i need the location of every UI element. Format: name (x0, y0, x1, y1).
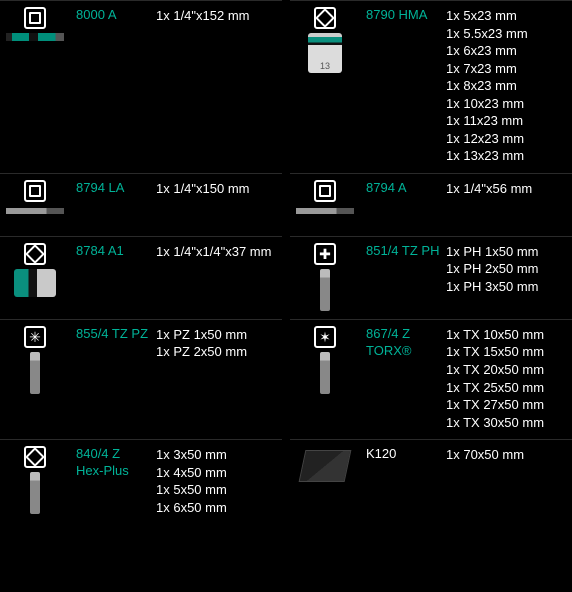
product-thumb (294, 180, 356, 228)
card-icon (299, 450, 352, 482)
product-sizes: 1x 1/4"x150 mm (156, 180, 278, 198)
size-line: 1x 13x23 mm (446, 147, 568, 165)
size-line: 1x 11x23 mm (446, 112, 568, 130)
size-line: 1x PZ 1x50 mm (156, 326, 278, 344)
product-name[interactable]: 851/4 TZ PH (366, 243, 440, 260)
size-line: 1x 5x50 mm (156, 481, 278, 499)
square-drive-icon (314, 180, 336, 202)
product-sizes: 1x 5x23 mm 1x 5.5x23 mm 1x 6x23 mm 1x 7x… (446, 7, 568, 165)
extension-icon (6, 208, 64, 214)
product-thumb (294, 446, 356, 494)
product-name[interactable]: 8784 A1 (76, 243, 150, 260)
product-name[interactable]: 855/4 TZ PZ (76, 326, 150, 343)
phillips-drive-icon: ✚ (314, 243, 336, 265)
product-name[interactable]: 8790 HMA (366, 7, 440, 24)
size-line: 1x 1/4"x56 mm (446, 180, 568, 198)
product-name[interactable]: 840/4 Z Hex-Plus (76, 446, 150, 480)
product-sizes: 1x 70x50 mm (446, 446, 568, 464)
size-line: 1x TX 20x50 mm (446, 361, 568, 379)
socket-label: 13 (320, 61, 330, 71)
size-line: 1x 6x50 mm (156, 499, 278, 517)
product-sizes: 1x PH 1x50 mm 1x PH 2x50 mm 1x PH 3x50 m… (446, 243, 568, 296)
bit-icon (320, 352, 330, 394)
product-row: 8794 A 1x 1/4"x56 mm (290, 173, 572, 236)
product-thumb: ✳ (4, 326, 66, 394)
product-row: 8794 LA 1x 1/4"x150 mm (0, 173, 282, 236)
bit-icon (30, 472, 40, 514)
size-line: 1x TX 25x50 mm (446, 379, 568, 397)
product-sizes: 1x 1/4"x152 mm (156, 7, 278, 25)
pozidriv-drive-icon: ✳ (24, 326, 46, 348)
product-thumb (4, 243, 66, 297)
product-thumb (4, 180, 66, 228)
product-name[interactable]: 8794 A (366, 180, 440, 197)
size-line: 1x 1/4"x1/4"x37 mm (156, 243, 278, 261)
product-row: 8784 A1 1x 1/4"x1/4"x37 mm (0, 236, 282, 319)
size-line: 1x 70x50 mm (446, 446, 568, 464)
size-line: 1x TX 10x50 mm (446, 326, 568, 344)
product-name[interactable]: 8794 LA (76, 180, 150, 197)
size-line: 1x PZ 2x50 mm (156, 343, 278, 361)
product-name[interactable]: 8000 A (76, 7, 150, 24)
product-name[interactable]: 867/4 Z TORX® (366, 326, 440, 360)
product-sizes: 1x 1/4"x1/4"x37 mm (156, 243, 278, 261)
adapter-icon (14, 269, 56, 297)
ratchet-icon (6, 33, 64, 41)
product-thumb: ✶ (294, 326, 356, 394)
extension-icon (296, 208, 354, 214)
product-sizes: 1x TX 10x50 mm 1x TX 15x50 mm 1x TX 20x5… (446, 326, 568, 431)
product-row: ✶ 867/4 Z TORX® 1x TX 10x50 mm 1x TX 15x… (290, 319, 572, 439)
bit-icon (30, 352, 40, 394)
size-line: 1x TX 30x50 mm (446, 414, 568, 432)
hex-drive-icon (314, 7, 336, 29)
size-line: 1x 3x50 mm (156, 446, 278, 464)
product-row: 8000 A 1x 1/4"x152 mm (0, 0, 282, 173)
product-thumb (4, 7, 66, 55)
size-line: 1x 4x50 mm (156, 464, 278, 482)
size-line: 1x 12x23 mm (446, 130, 568, 148)
size-line: 1x TX 15x50 mm (446, 343, 568, 361)
product-thumb (4, 446, 66, 514)
product-thumb: ✚ (294, 243, 356, 311)
size-line: 1x 8x23 mm (446, 77, 568, 95)
size-line: 1x 10x23 mm (446, 95, 568, 113)
size-line: 1x PH 1x50 mm (446, 243, 568, 261)
product-row: 840/4 Z Hex-Plus 1x 3x50 mm 1x 4x50 mm 1… (0, 439, 282, 524)
square-drive-icon (24, 7, 46, 29)
square-drive-icon (24, 180, 46, 202)
product-row: ✚ 851/4 TZ PH 1x PH 1x50 mm 1x PH 2x50 m… (290, 236, 572, 319)
size-line: 1x PH 2x50 mm (446, 260, 568, 278)
product-grid: 8000 A 1x 1/4"x152 mm 13 8790 HMA 1x 5x2… (0, 0, 572, 524)
product-sizes: 1x 3x50 mm 1x 4x50 mm 1x 5x50 mm 1x 6x50… (156, 446, 278, 516)
product-row: K120 1x 70x50 mm (290, 439, 572, 524)
size-line: 1x 5.5x23 mm (446, 25, 568, 43)
torx-drive-icon: ✶ (314, 326, 336, 348)
size-line: 1x TX 27x50 mm (446, 396, 568, 414)
size-line: 1x 5x23 mm (446, 7, 568, 25)
product-row: ✳ 855/4 TZ PZ 1x PZ 1x50 mm 1x PZ 2x50 m… (0, 319, 282, 439)
product-thumb: 13 (294, 7, 356, 73)
product-row: 13 8790 HMA 1x 5x23 mm 1x 5.5x23 mm 1x 6… (290, 0, 572, 173)
product-sizes: 1x 1/4"x56 mm (446, 180, 568, 198)
bit-icon (320, 269, 330, 311)
size-line: 1x 1/4"x152 mm (156, 7, 278, 25)
socket-icon: 13 (308, 33, 342, 73)
size-line: 1x PH 3x50 mm (446, 278, 568, 296)
size-line: 1x 7x23 mm (446, 60, 568, 78)
size-line: 1x 6x23 mm (446, 42, 568, 60)
product-sizes: 1x PZ 1x50 mm 1x PZ 2x50 mm (156, 326, 278, 361)
product-name[interactable]: K120 (366, 446, 440, 463)
size-line: 1x 1/4"x150 mm (156, 180, 278, 198)
hex-drive-icon (24, 243, 46, 265)
hex-drive-icon (24, 446, 46, 468)
